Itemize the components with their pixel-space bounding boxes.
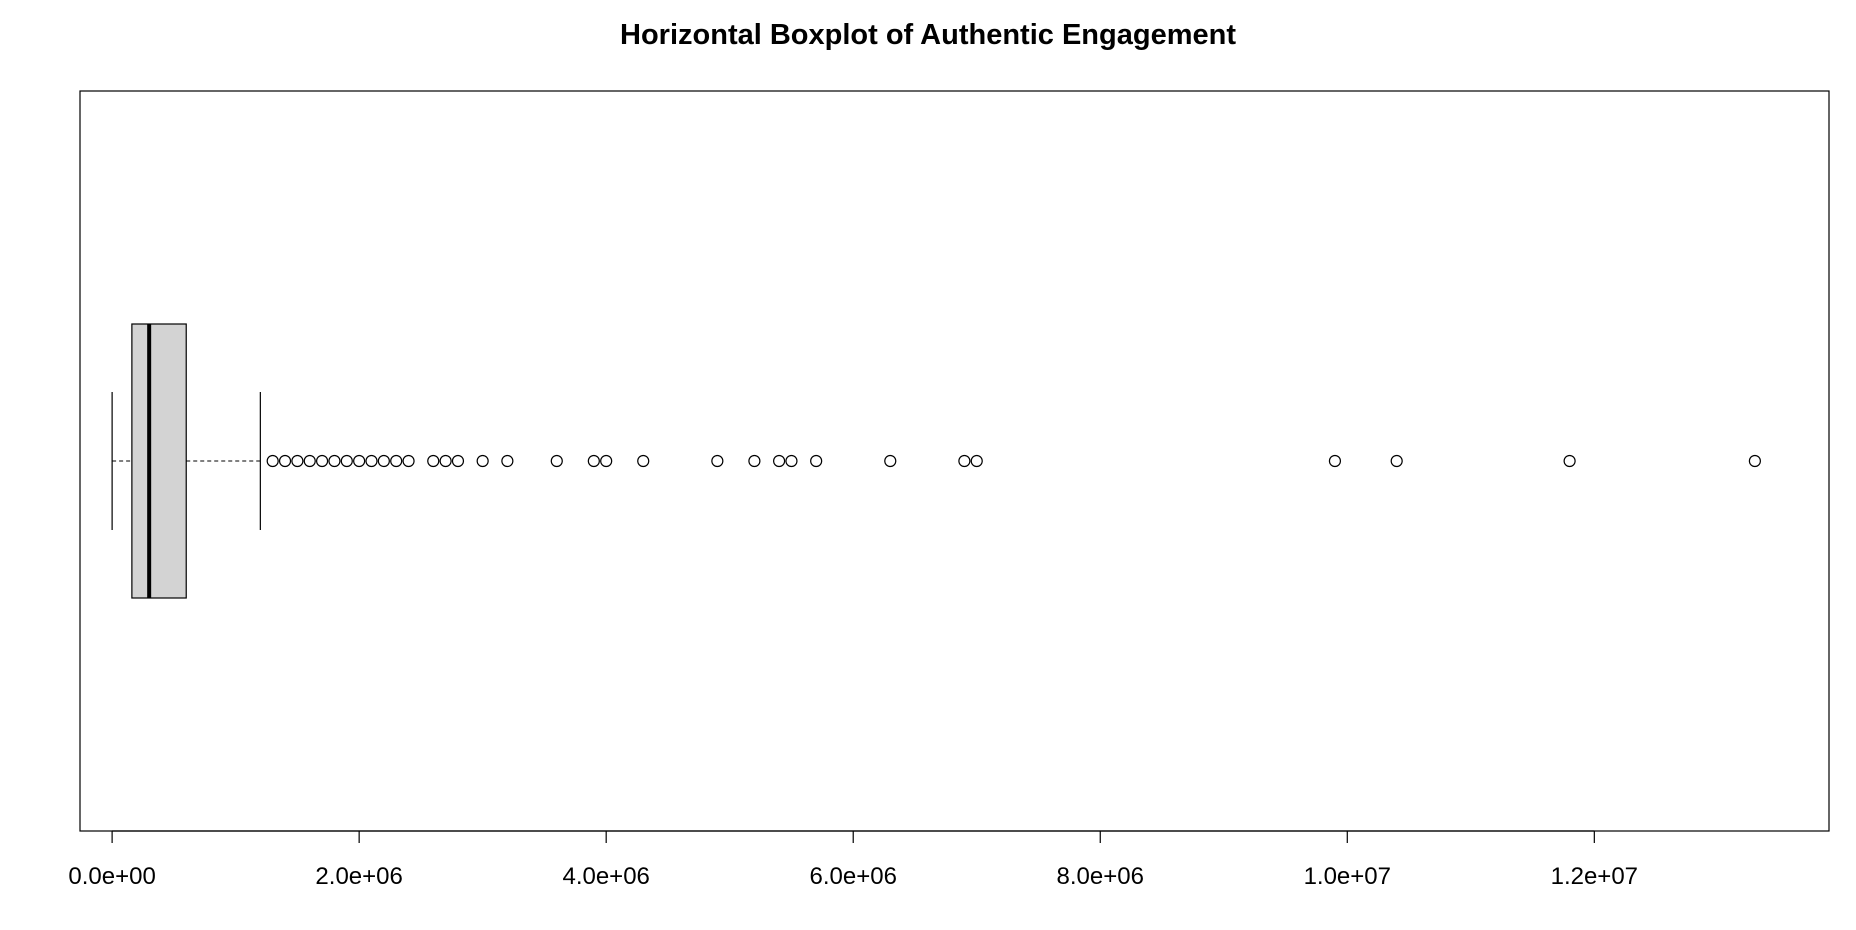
outlier-point — [748, 454, 761, 468]
outlier-point — [958, 454, 971, 468]
outlier-point — [1390, 454, 1403, 468]
outlier-point — [315, 454, 329, 468]
outlier-point — [550, 454, 563, 468]
outlier-point — [773, 454, 786, 468]
x-axis: 0.0e+00 2.0e+06 4.0e+06 6.0e+06 8.0e+06 1.0e+… — [68, 830, 1638, 890]
outlier-point — [365, 454, 378, 468]
x-tick-label: 2.0e+06 — [315, 863, 402, 890]
outlier-point — [427, 454, 440, 468]
outlier-point — [340, 454, 353, 468]
outlier-point — [587, 454, 600, 468]
outlier-point — [353, 454, 366, 468]
outlier-layer — [266, 454, 1761, 468]
x-tick-label: 1.2e+07 — [1551, 863, 1638, 890]
outlier-point — [266, 454, 279, 468]
outlier-point — [390, 454, 403, 468]
outlier-point — [328, 454, 341, 468]
outlier-point — [637, 454, 650, 468]
x-tick-label: 1.0e+07 — [1304, 863, 1391, 890]
chart-title: Horizontal Boxplot of Authentic Engageme… — [620, 19, 1236, 51]
outlier-point — [884, 454, 897, 468]
outlier-point — [451, 454, 465, 468]
outlier-point — [278, 454, 292, 468]
outlier-point — [402, 454, 415, 468]
x-tick-label: 4.0e+06 — [562, 863, 649, 890]
outlier-point — [377, 454, 390, 468]
outlier-point — [810, 454, 823, 468]
outlier-point — [600, 454, 613, 468]
iqr-box — [131, 323, 187, 599]
outlier-point — [1748, 454, 1761, 468]
outlier-point — [439, 454, 452, 468]
outlier-point — [1328, 454, 1342, 468]
outlier-point — [711, 454, 724, 468]
outlier-point — [501, 454, 514, 468]
outlier-point — [303, 454, 316, 468]
outlier-point — [1563, 454, 1576, 468]
box-layer — [111, 323, 261, 599]
outlier-point — [291, 454, 304, 468]
outlier-point — [476, 454, 489, 468]
x-tick-label: 8.0e+06 — [1057, 863, 1144, 890]
outlier-point — [785, 454, 798, 468]
x-tick-label: 6.0e+06 — [810, 863, 897, 890]
outlier-point — [970, 454, 983, 468]
plot-frame — [79, 90, 1830, 832]
x-tick-label: 0.0e+00 — [68, 863, 155, 890]
